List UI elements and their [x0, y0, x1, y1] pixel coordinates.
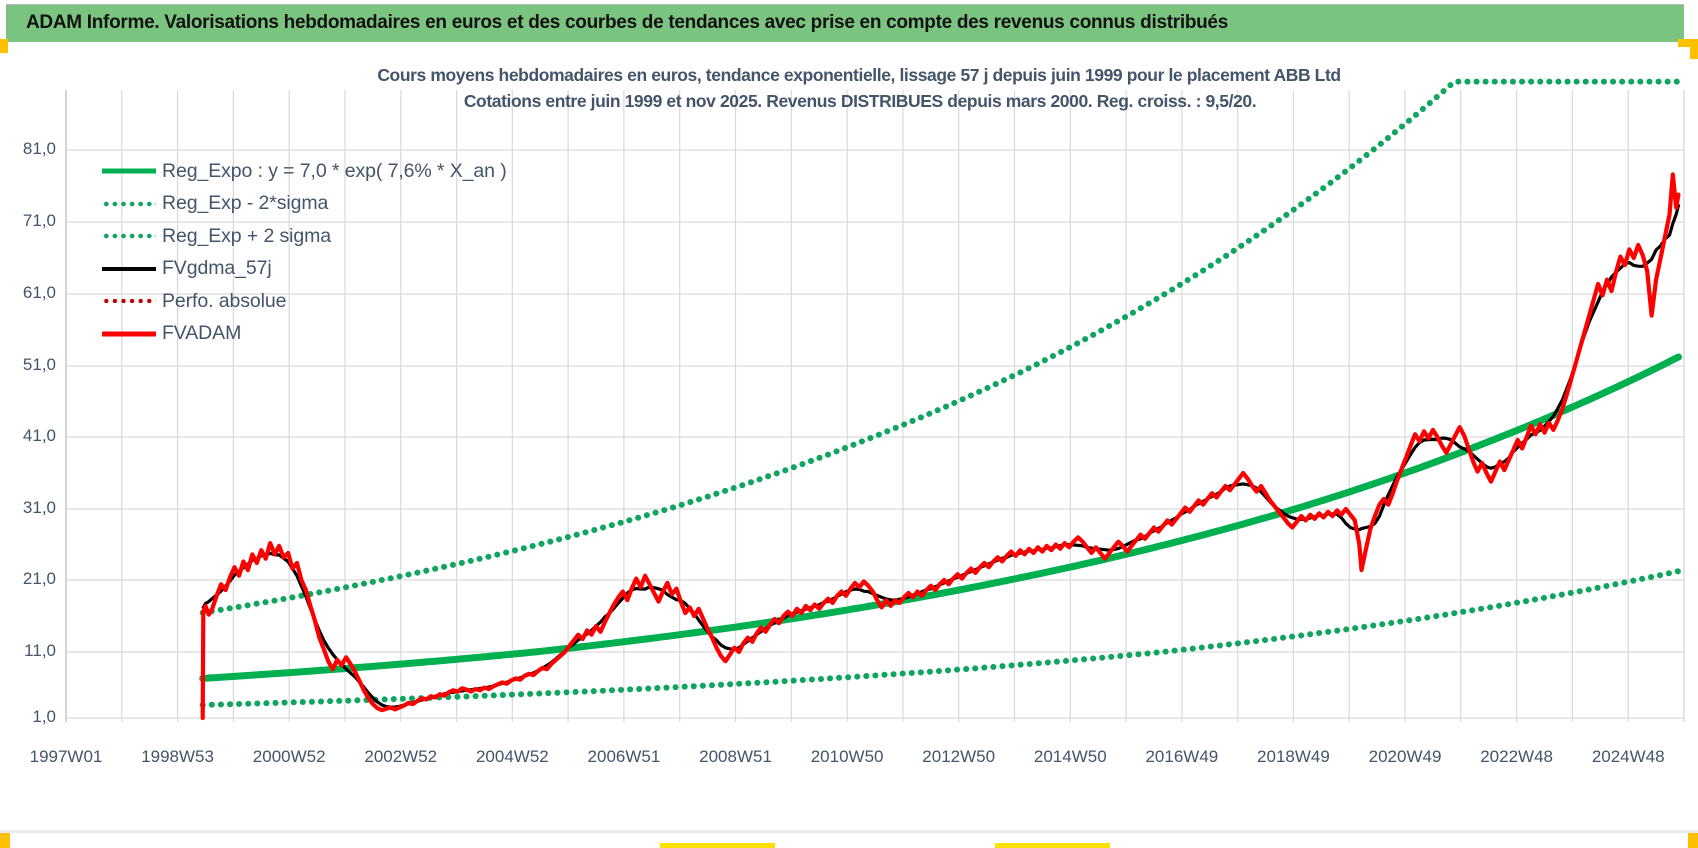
x-axis-tick-label: 2014W50 [1033, 747, 1107, 766]
x-axis-tick-label: 2016W49 [1145, 747, 1219, 766]
header-title: ADAM Informe. Valorisations hebdomadaire… [26, 12, 1228, 33]
bottom-divider [0, 830, 1698, 833]
legend-swatch-perfo-icon [100, 292, 158, 310]
y-axis-tick-label: 61,0 [22, 283, 56, 302]
legend-item-perfo[interactable]: Perfo. absolue [100, 285, 507, 318]
bottom-marker-2 [995, 843, 1110, 848]
header-banner: ADAM Informe. Valorisations hebdomadaire… [6, 4, 1684, 42]
x-axis-tick-label: 2004W52 [475, 747, 549, 766]
chart-plot-area: Cours moyens hebdomadaires en euros, ten… [0, 44, 1698, 830]
legend-swatch-fvadam-icon [100, 325, 158, 343]
y-axis-tick-label: 1,0 [32, 707, 56, 726]
y-axis-tick-label: 71,0 [22, 211, 56, 230]
corner-marker-top-right-edge [1690, 39, 1698, 59]
x-axis-tick-label: 2010W50 [810, 747, 884, 766]
y-axis-tick-label: 21,0 [22, 569, 56, 588]
corner-marker-bottom-right [1688, 833, 1698, 848]
legend-swatch-reg_expo-icon [100, 162, 158, 180]
legend-label: Perfo. absolue [162, 289, 287, 312]
legend-item-reg_minus[interactable]: Reg_Exp - 2*sigma [100, 188, 507, 221]
x-axis-tick-label: 2006W51 [587, 747, 661, 766]
chart-svg [65, 78, 1685, 722]
bottom-marker-1 [660, 843, 775, 848]
x-axis-tick-label: 2002W52 [364, 747, 438, 766]
x-axis-tick-label: 2000W52 [252, 747, 326, 766]
legend-swatch-reg_minus-icon [100, 195, 158, 213]
legend-item-reg_expo[interactable]: Reg_Expo : y = 7,0 * exp( 7,6% * X_an ) [100, 155, 507, 188]
legend-item-fvgdma[interactable]: FVgdma_57j [100, 253, 507, 286]
legend-swatch-fvgdma-icon [100, 260, 158, 278]
x-axis-tick-label: 2024W48 [1591, 747, 1665, 766]
x-axis-tick-label: 2008W51 [699, 747, 772, 766]
y-axis-tick-label: 51,0 [22, 355, 56, 374]
legend-label: Reg_Expo : y = 7,0 * exp( 7,6% * X_an ) [162, 159, 507, 182]
y-axis-tick-label: 11,0 [24, 641, 56, 660]
legend-swatch-reg_plus-icon [100, 227, 158, 245]
y-axis-tick-label: 81,0 [22, 139, 56, 158]
chart-legend: Reg_Expo : y = 7,0 * exp( 7,6% * X_an ) R… [100, 155, 507, 350]
x-axis-tick-label: 1998W53 [141, 747, 214, 766]
legend-label: FVADAM [162, 322, 242, 345]
legend-item-reg_plus[interactable]: Reg_Exp + 2 sigma [100, 220, 507, 253]
x-axis-tick-label: 2022W48 [1480, 747, 1553, 766]
corner-marker-top-left [0, 39, 8, 53]
x-axis-tick-label: 2020W49 [1368, 747, 1442, 766]
legend-label: FVgdma_57j [162, 257, 272, 280]
legend-label: Reg_Exp + 2 sigma [162, 224, 332, 247]
y-axis-tick-label: 31,0 [22, 498, 56, 517]
legend-label: Reg_Exp - 2*sigma [162, 192, 329, 215]
x-axis-tick-label: 1997W01 [29, 747, 103, 766]
legend-item-fvadam[interactable]: FVADAM [100, 318, 507, 351]
corner-marker-bottom-left [0, 833, 10, 848]
corner-marker-top-right [1678, 39, 1698, 47]
x-axis-tick-label: 2018W49 [1257, 747, 1330, 766]
y-axis-tick-label: 41,0 [22, 426, 56, 445]
x-axis-tick-label: 2012W50 [922, 747, 996, 766]
